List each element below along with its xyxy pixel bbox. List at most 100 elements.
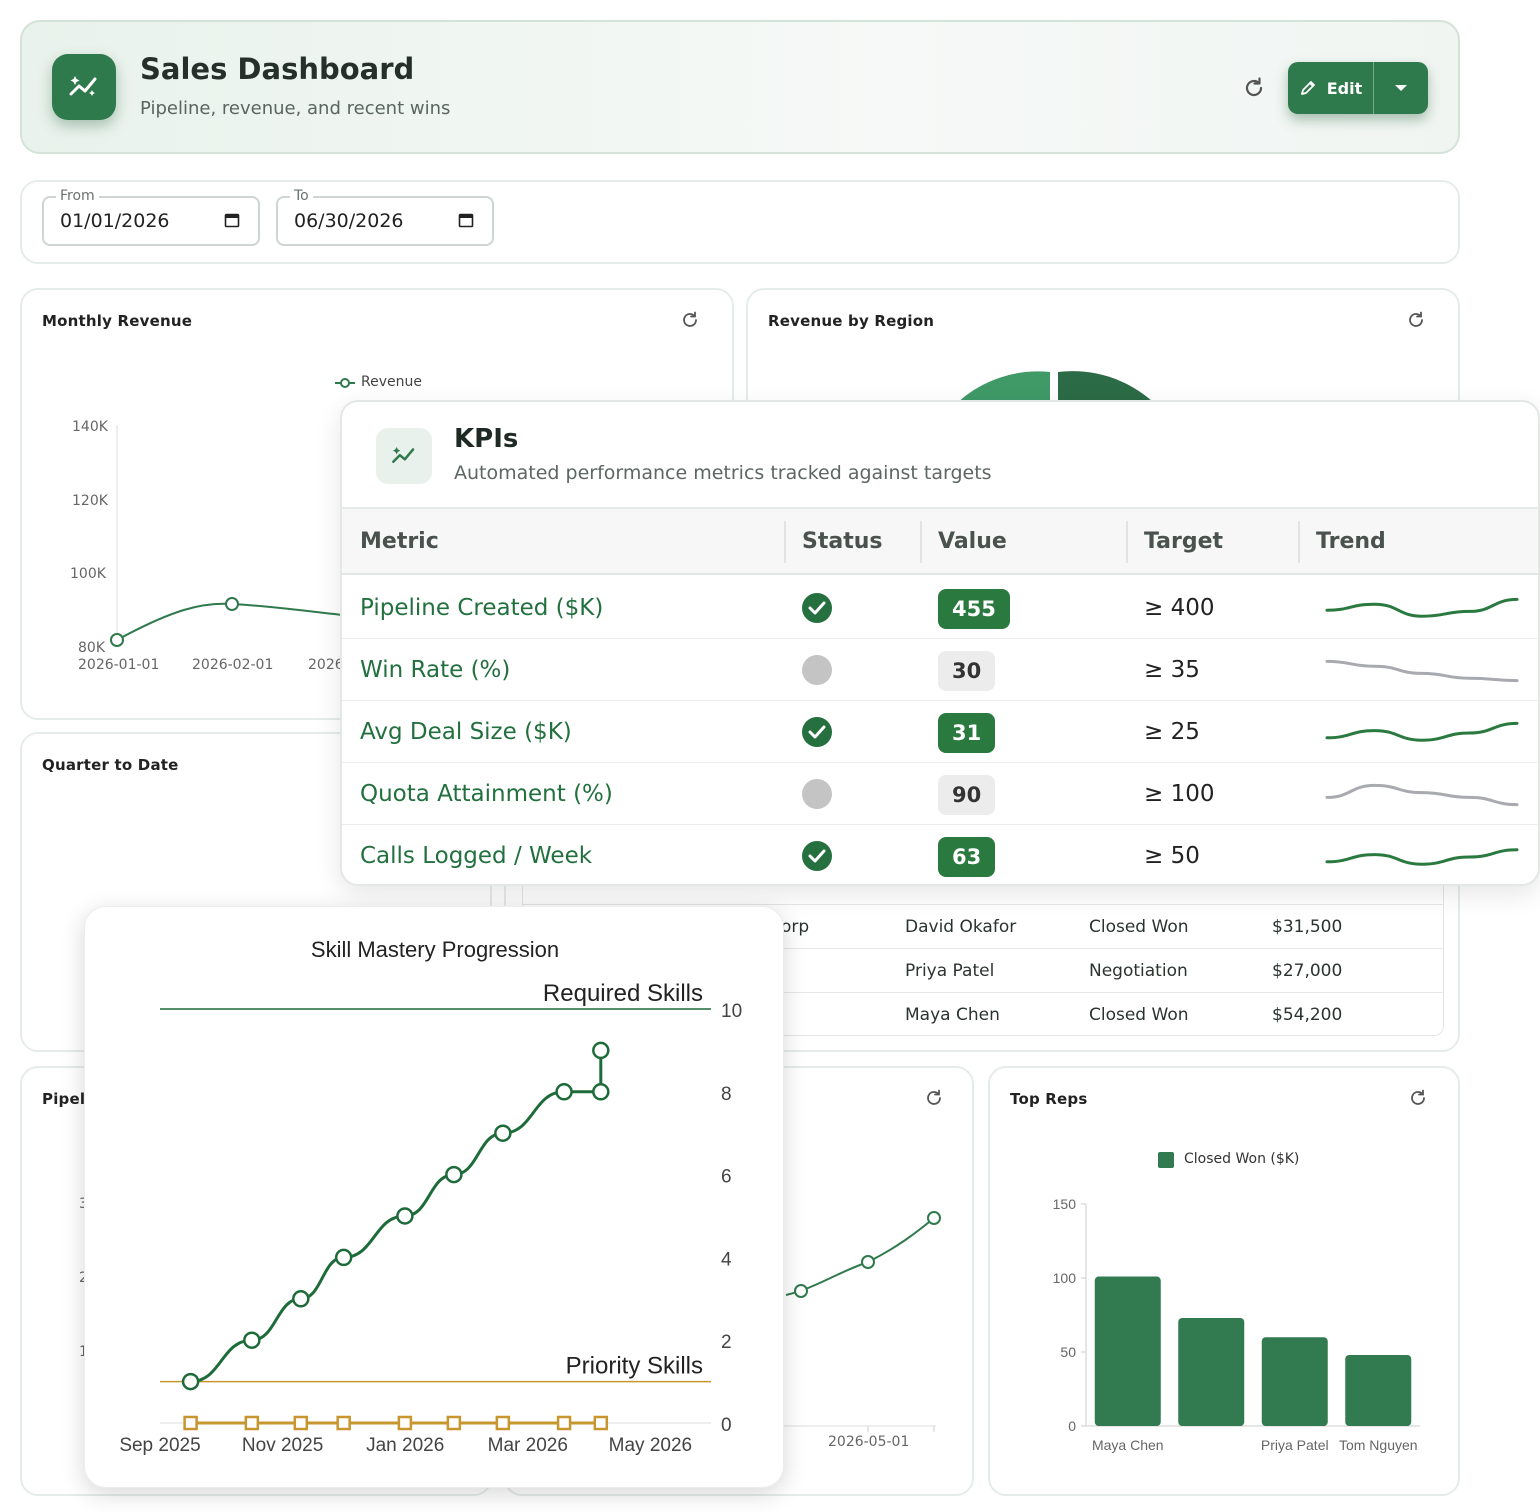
deal-amount: $27,000 (1272, 961, 1343, 981)
y-tick-label: 8 (721, 1084, 732, 1105)
y-tick-label: 4 (721, 1249, 732, 1270)
deal-stage: Negotiation (1089, 961, 1188, 981)
trend-line (785, 1217, 935, 1296)
sparkle-chart-icon (52, 54, 116, 120)
deal-stage: Closed Won (1089, 917, 1189, 937)
series-point (244, 1415, 260, 1431)
y-tick-label: 1 (79, 1344, 88, 1360)
to-date-value: 06/30/2026 (294, 210, 404, 232)
kpi-metric-name[interactable]: Win Rate (%) (360, 657, 511, 683)
sparkline-path (1325, 848, 1519, 866)
top-reps-bar-chart: 0 50 100 150 Maya Chen Priya Patel Tom Nguyen (1053, 1196, 1420, 1453)
refresh-icon[interactable] (680, 310, 700, 330)
series-point (592, 1083, 610, 1101)
series-point (445, 1165, 463, 1184)
series-point (495, 1415, 511, 1431)
x-tick-label: 2026-01-01 (78, 657, 160, 673)
bar (1345, 1354, 1412, 1426)
kpi-metric-name[interactable]: Quota Attainment (%) (360, 781, 613, 807)
table-row[interactable]: Maya Chen Closed Won $54,200 (523, 992, 1443, 1036)
y-tick-label: 0 (721, 1415, 732, 1436)
from-date-field[interactable]: From 01/01/2026 (42, 188, 260, 246)
calendar-icon[interactable] (458, 212, 474, 228)
kpi-title: KPIs (454, 424, 519, 454)
revenue-legend-icon (335, 378, 355, 388)
refresh-icon[interactable] (924, 1088, 944, 1108)
x-tick-label: Jan 2026 (366, 1435, 444, 1456)
chart-title: Skill Mastery Progression (311, 937, 559, 962)
column-header-metric[interactable]: Metric (360, 529, 439, 554)
column-header-status[interactable]: Status (802, 529, 883, 554)
trend-point (927, 1211, 941, 1225)
series-point (396, 1207, 414, 1225)
kpi-row[interactable]: Avg Deal Size ($K) 31 ≥ 25 (342, 701, 1538, 763)
revenue-by-region-title: Revenue by Region (768, 312, 935, 330)
from-date-label: From (56, 188, 99, 204)
top-reps-title: Top Reps (1010, 1090, 1088, 1108)
x-tick-label: Nov 2025 (242, 1435, 323, 1456)
to-date-field[interactable]: To 06/30/2026 (276, 188, 494, 246)
x-tick-label: Tom Nguyen (1339, 1437, 1418, 1453)
y-tick-label: 120K (72, 493, 108, 509)
refresh-icon[interactable] (1406, 310, 1426, 330)
x-tick-label: Priya Patel (1261, 1437, 1329, 1453)
x-tick-label: May 2026 (609, 1435, 692, 1456)
kpi-target: ≥ 35 (1144, 657, 1200, 683)
refresh-icon[interactable] (1242, 76, 1266, 100)
deal-amount: $54,200 (1272, 1005, 1343, 1025)
deal-stage: Closed Won (1089, 1005, 1189, 1025)
kpi-value-badge: 63 (938, 837, 996, 877)
kpi-target: ≥ 400 (1144, 595, 1215, 621)
calendar-icon[interactable] (224, 212, 240, 228)
sparkline-path (1325, 597, 1519, 618)
pipeline-title: Pipeli (42, 1090, 91, 1108)
deal-rep: Priya Patel (905, 961, 995, 981)
y-tick-label: 150 (1053, 1196, 1077, 1212)
x-tick-label: Maya Chen (1092, 1437, 1164, 1453)
pie-slice (1058, 371, 1153, 402)
column-header-target[interactable]: Target (1144, 529, 1224, 554)
kpi-target: ≥ 50 (1144, 843, 1200, 869)
kpi-row[interactable]: Win Rate (%) 30 ≥ 35 (342, 639, 1538, 701)
kpi-header: KPIs Automated performance metrics track… (342, 402, 1538, 509)
edit-button[interactable]: Edit (1288, 62, 1374, 114)
quarter-to-date-title: Quarter to Date (42, 756, 179, 774)
table-row[interactable]: orp David Okafor Closed Won $31,500 (523, 904, 1443, 948)
kpi-metric-name[interactable]: Avg Deal Size ($K) (360, 719, 572, 745)
table-row[interactable]: Priya Patel Negotiation $27,000 (523, 948, 1443, 992)
deal-company: orp (781, 917, 810, 937)
series-point (592, 1041, 610, 1060)
kpi-row[interactable]: Calls Logged / Week 63 ≥ 50 (342, 825, 1538, 884)
series-point (446, 1415, 462, 1431)
kpi-row[interactable]: Pipeline Created ($K) 455 ≥ 400 (342, 577, 1538, 639)
kpi-panel: KPIs Automated performance metrics track… (340, 400, 1540, 886)
monthly-revenue-plot (110, 425, 353, 647)
sparkline-path (1325, 659, 1519, 683)
series-point (181, 1372, 200, 1391)
kpi-metric-name[interactable]: Calls Logged / Week (360, 843, 593, 869)
deal-amount: $31,500 (1272, 917, 1343, 937)
check-circle-icon (802, 593, 832, 623)
kpi-metric-name[interactable]: Pipeline Created ($K) (360, 595, 604, 621)
x-tick-label: 2026-05-01 (828, 1434, 910, 1450)
status-dot-icon (802, 655, 832, 685)
y-tick-label: 80K (78, 640, 105, 656)
trend-point (794, 1284, 808, 1298)
kpi-value-badge: 455 (938, 589, 1010, 629)
x-tick-label: Mar 2026 (488, 1435, 568, 1456)
deal-rep: Maya Chen (905, 1005, 1000, 1025)
edit-dropdown-button[interactable] (1374, 62, 1428, 114)
kpi-sparkline (1325, 597, 1519, 618)
y-tick-label: 50 (1060, 1344, 1076, 1360)
check-circle-icon (802, 841, 832, 871)
refresh-icon[interactable] (1408, 1088, 1428, 1108)
series-point (555, 1083, 573, 1101)
reference-line-label: Required Skills (543, 980, 703, 1007)
x-tick-label: 2026-02-01 (192, 657, 274, 673)
pencil-icon (1300, 81, 1315, 95)
column-header-value[interactable]: Value (938, 529, 1007, 554)
kpi-value-badge: 31 (938, 713, 996, 753)
trend-line-plot (776, 1211, 941, 1432)
column-header-trend[interactable]: Trend (1316, 529, 1386, 554)
kpi-row[interactable]: Quota Attainment (%) 90 ≥ 100 (342, 763, 1538, 825)
